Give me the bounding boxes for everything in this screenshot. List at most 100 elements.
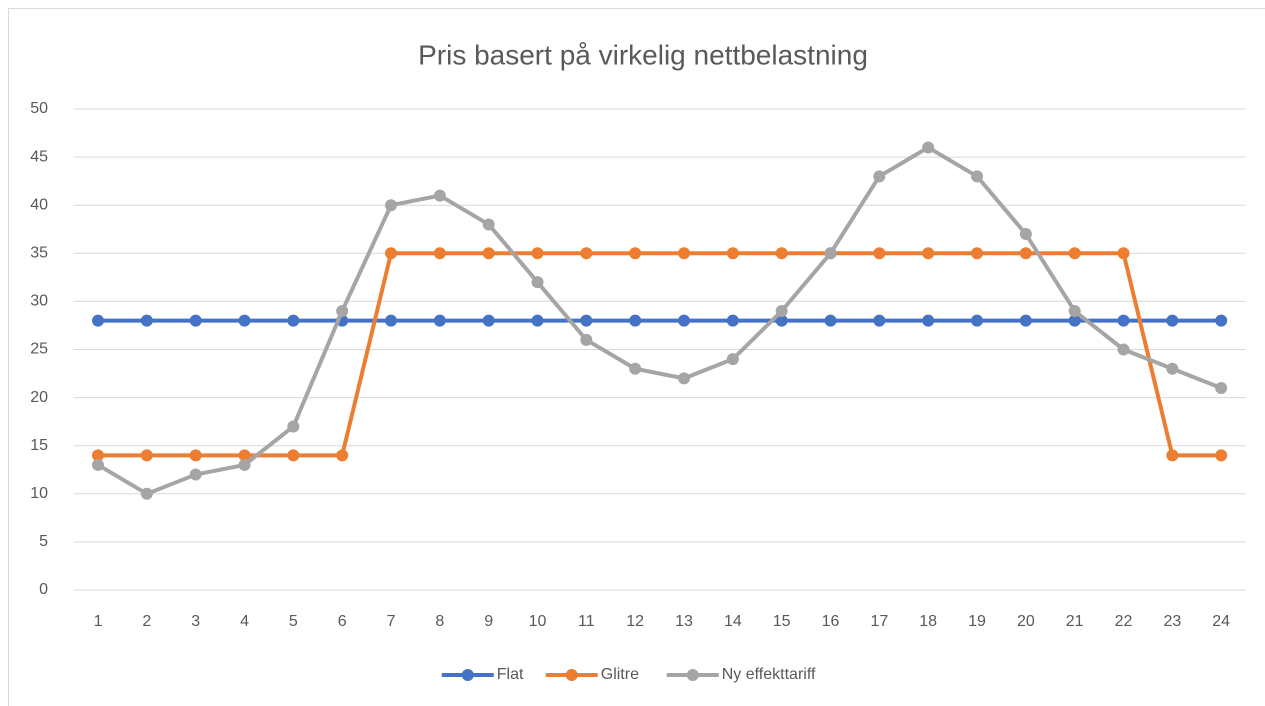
marker: [1019, 228, 1032, 241]
marker: [1166, 449, 1179, 462]
marker: [1215, 449, 1228, 462]
marker: [140, 314, 153, 327]
marker: [482, 314, 495, 327]
marker: [287, 449, 300, 462]
y-tick-label: 50: [30, 100, 48, 117]
y-tick-label: 30: [30, 293, 48, 310]
marker: [531, 314, 544, 327]
marker: [1215, 314, 1228, 327]
marker: [385, 199, 398, 212]
x-tick-label: 17: [870, 613, 888, 630]
marker: [678, 314, 691, 327]
marker: [678, 372, 691, 385]
y-tick-label: 10: [30, 485, 48, 502]
marker: [1019, 314, 1032, 327]
marker: [1068, 314, 1081, 327]
marker: [580, 247, 593, 260]
marker: [726, 314, 739, 327]
marker: [1215, 381, 1228, 394]
marker: [385, 247, 398, 260]
chart-title: Pris basert på virkelig nettbelastning: [418, 39, 868, 70]
x-tick-label: 21: [1066, 613, 1084, 630]
y-tick-label: 35: [30, 245, 48, 262]
marker: [140, 449, 153, 462]
marker: [922, 247, 935, 260]
legend-marker: [461, 669, 474, 681]
marker: [726, 247, 739, 260]
marker: [775, 247, 788, 260]
marker: [92, 449, 105, 462]
marker: [873, 314, 886, 327]
x-tick-label: 1: [94, 613, 103, 630]
marker: [140, 487, 153, 500]
marker: [678, 247, 691, 260]
x-tick-label: 16: [822, 613, 840, 630]
x-tick-label: 24: [1212, 613, 1230, 630]
marker: [531, 247, 544, 260]
marker: [482, 247, 495, 260]
marker: [189, 468, 202, 481]
x-tick-label: 23: [1163, 613, 1181, 630]
marker: [433, 314, 446, 327]
marker: [1068, 247, 1081, 260]
marker: [629, 362, 642, 375]
marker: [726, 353, 739, 366]
series-line: [96, 145, 1222, 496]
marker: [1068, 305, 1081, 318]
legend-label: Ny effekttariff: [722, 666, 816, 683]
marker: [971, 314, 984, 327]
marker: [922, 314, 935, 327]
legend-marker: [565, 669, 578, 681]
y-tick-label: 15: [30, 437, 48, 454]
x-tick-label: 13: [675, 613, 693, 630]
marker: [336, 305, 349, 318]
marker: [824, 314, 837, 327]
x-tick-label: 22: [1115, 613, 1133, 630]
marker: [92, 314, 105, 327]
marker: [189, 314, 202, 327]
y-tick-label: 20: [30, 389, 48, 406]
marker: [385, 314, 398, 327]
marker: [775, 314, 788, 327]
marker: [775, 305, 788, 318]
x-tick-label: 10: [529, 613, 547, 630]
x-tick-label: 14: [724, 613, 742, 630]
y-tick-label: 45: [30, 148, 48, 165]
marker: [482, 218, 495, 231]
chart-frame: [8, 8, 1265, 706]
marker: [1166, 362, 1179, 375]
marker: [189, 449, 202, 462]
x-tick-label: 4: [240, 613, 249, 630]
x-tick-label: 5: [289, 613, 298, 630]
x-tick-label: 19: [968, 613, 986, 630]
marker: [580, 314, 593, 327]
series-line: [98, 251, 1222, 458]
y-tick-label: 5: [39, 533, 48, 550]
marker: [287, 314, 300, 327]
marker: [1019, 247, 1032, 260]
marker: [1117, 343, 1130, 356]
x-tick-label: 7: [387, 613, 396, 630]
marker: [92, 458, 105, 471]
marker: [629, 247, 642, 260]
marker: [971, 247, 984, 260]
x-tick-label: 15: [773, 613, 791, 630]
x-tick-label: 6: [338, 613, 347, 630]
marker: [238, 449, 251, 462]
x-tick-label: 2: [142, 613, 151, 630]
x-tick-label: 12: [626, 613, 644, 630]
x-tick-label: 8: [435, 613, 444, 630]
marker: [287, 420, 300, 433]
legend-label: Flat: [497, 666, 524, 683]
legend-label: Glitre: [601, 666, 639, 683]
marker: [629, 314, 642, 327]
marker: [433, 247, 446, 260]
x-tick-label: 11: [578, 613, 595, 630]
x-tick-label: 20: [1017, 613, 1035, 630]
marker: [336, 449, 349, 462]
marker: [873, 170, 886, 183]
x-tick-label: 3: [191, 613, 200, 630]
x-tick-label: 18: [919, 613, 937, 630]
y-tick-label: 0: [39, 581, 48, 598]
